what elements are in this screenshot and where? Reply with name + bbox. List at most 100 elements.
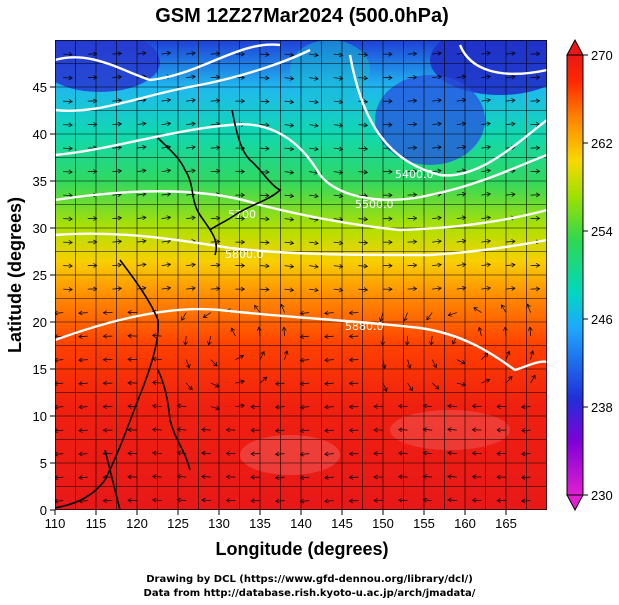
- streamline-arrowhead: [93, 122, 98, 127]
- streamline-segment: [505, 123, 515, 125]
- streamline-arrowhead: [299, 428, 305, 434]
- streamline-segment: [201, 476, 211, 478]
- streamline-arrowhead: [314, 99, 319, 105]
- streamline-segment: [505, 99, 515, 102]
- streamline-arrowhead: [299, 475, 305, 481]
- streamline-segment: [55, 429, 64, 432]
- streamline-arrowhead: [388, 263, 393, 269]
- streamline-arrowhead: [240, 263, 246, 268]
- streamline-segment: [505, 264, 515, 266]
- contour-lines: [55, 43, 547, 372]
- streamline-arrowhead: [93, 263, 98, 268]
- streamline-arrowhead: [486, 215, 491, 221]
- streamline-arrowhead: [535, 263, 541, 268]
- streamline-segment: [210, 264, 220, 266]
- streamline-arrowhead: [314, 146, 319, 152]
- streamline-arrowhead: [274, 498, 280, 504]
- streamline-arrowhead: [55, 310, 59, 316]
- streamline-arrowhead: [397, 403, 403, 409]
- streamline-arrowhead: [176, 427, 182, 432]
- streamline-arrowhead: [432, 363, 437, 369]
- streamline-segment: [398, 499, 408, 501]
- streamline-arrowhead: [324, 381, 329, 386]
- streamline-segment: [112, 99, 122, 102]
- streamline-segment: [505, 376, 513, 384]
- streamline-segment: [112, 287, 122, 290]
- streamline-segment: [398, 476, 408, 478]
- streamline-arrowhead: [289, 216, 295, 222]
- streamline-segment: [210, 100, 220, 102]
- streamline-segment: [527, 304, 531, 313]
- streamline-arrowhead: [461, 191, 467, 197]
- streamline-segment: [152, 452, 162, 454]
- streamline-arrowhead: [127, 427, 132, 433]
- streamline-arrowhead: [461, 121, 467, 127]
- streamline-segment: [283, 327, 285, 337]
- streamline-arrowhead: [191, 262, 196, 268]
- streamline-arrowhead: [68, 146, 73, 151]
- streamline-segment: [447, 475, 457, 478]
- streamline-segment: [324, 359, 334, 361]
- streamline-arrowhead: [437, 215, 442, 221]
- streamline-segment: [284, 350, 288, 360]
- streamline-segment: [152, 475, 162, 478]
- streamline-arrowhead: [447, 403, 452, 409]
- streamline-segment: [456, 240, 466, 243]
- streamline-arrowhead: [289, 146, 295, 152]
- streamline-arrowhead: [191, 98, 196, 103]
- streamline-arrowhead: [437, 98, 442, 103]
- streamline-arrowhead: [486, 262, 491, 268]
- x-tick-label: 150: [372, 516, 394, 531]
- streamline-segment: [324, 312, 334, 314]
- streamline-arrowhead: [486, 191, 491, 197]
- streamline-segment: [432, 146, 442, 149]
- streamline-arrowhead: [289, 169, 295, 175]
- streamline-segment: [358, 265, 368, 267]
- streamline-segment: [309, 53, 319, 56]
- streamline-arrowhead: [191, 286, 196, 291]
- streamline-segment: [210, 53, 220, 55]
- streamline-segment: [136, 52, 146, 55]
- streamline-arrowhead: [503, 326, 508, 331]
- y-tick-label: 40: [33, 127, 47, 142]
- streamline-segment: [432, 52, 442, 55]
- streamline-segment: [259, 241, 270, 244]
- streamline-segment: [112, 193, 122, 196]
- x-tick-label: 125: [167, 516, 189, 531]
- streamline-arrowhead: [265, 169, 270, 175]
- streamline-segment: [280, 304, 285, 313]
- streamline-segment: [259, 351, 265, 360]
- streamline-arrowhead: [531, 374, 536, 380]
- streamline-arrowhead: [348, 404, 354, 410]
- contour-5500-west: [55, 48, 311, 112]
- streamline-segment: [112, 217, 122, 219]
- streamline-arrowhead: [216, 215, 221, 221]
- coast-korea-china: [157, 137, 218, 256]
- streamline-arrowhead: [338, 287, 344, 293]
- streamline-segment: [430, 336, 433, 346]
- streamline-arrowhead: [388, 98, 393, 104]
- streamline-arrowhead: [215, 383, 220, 388]
- streamline-arrowhead: [216, 239, 221, 245]
- streamline-arrowhead: [68, 122, 73, 128]
- streamline-segment: [300, 429, 310, 432]
- streamline-arrowhead: [78, 381, 83, 386]
- streamline-arrowhead: [127, 474, 132, 480]
- streamline-segment: [432, 217, 442, 219]
- streamline-arrowhead: [388, 286, 393, 292]
- x-tick-label: 135: [249, 516, 271, 531]
- streamline-segment: [324, 500, 334, 502]
- streamline-arrowhead: [511, 98, 516, 103]
- streamline-arrowhead: [191, 121, 196, 127]
- contour-label-5400: 5400.0: [395, 168, 434, 181]
- streamline-arrowhead: [78, 404, 83, 410]
- streamline-segment: [324, 406, 334, 408]
- warm-patch-2: [390, 410, 510, 450]
- streamline-segment: [284, 194, 294, 197]
- streamline-arrowhead: [78, 475, 83, 480]
- streamline-segment: [432, 287, 442, 290]
- streamline-arrowhead: [188, 385, 193, 391]
- streamline-arrowhead: [265, 52, 270, 57]
- streamline-segment: [186, 193, 196, 196]
- streamline-arrowhead: [142, 285, 147, 291]
